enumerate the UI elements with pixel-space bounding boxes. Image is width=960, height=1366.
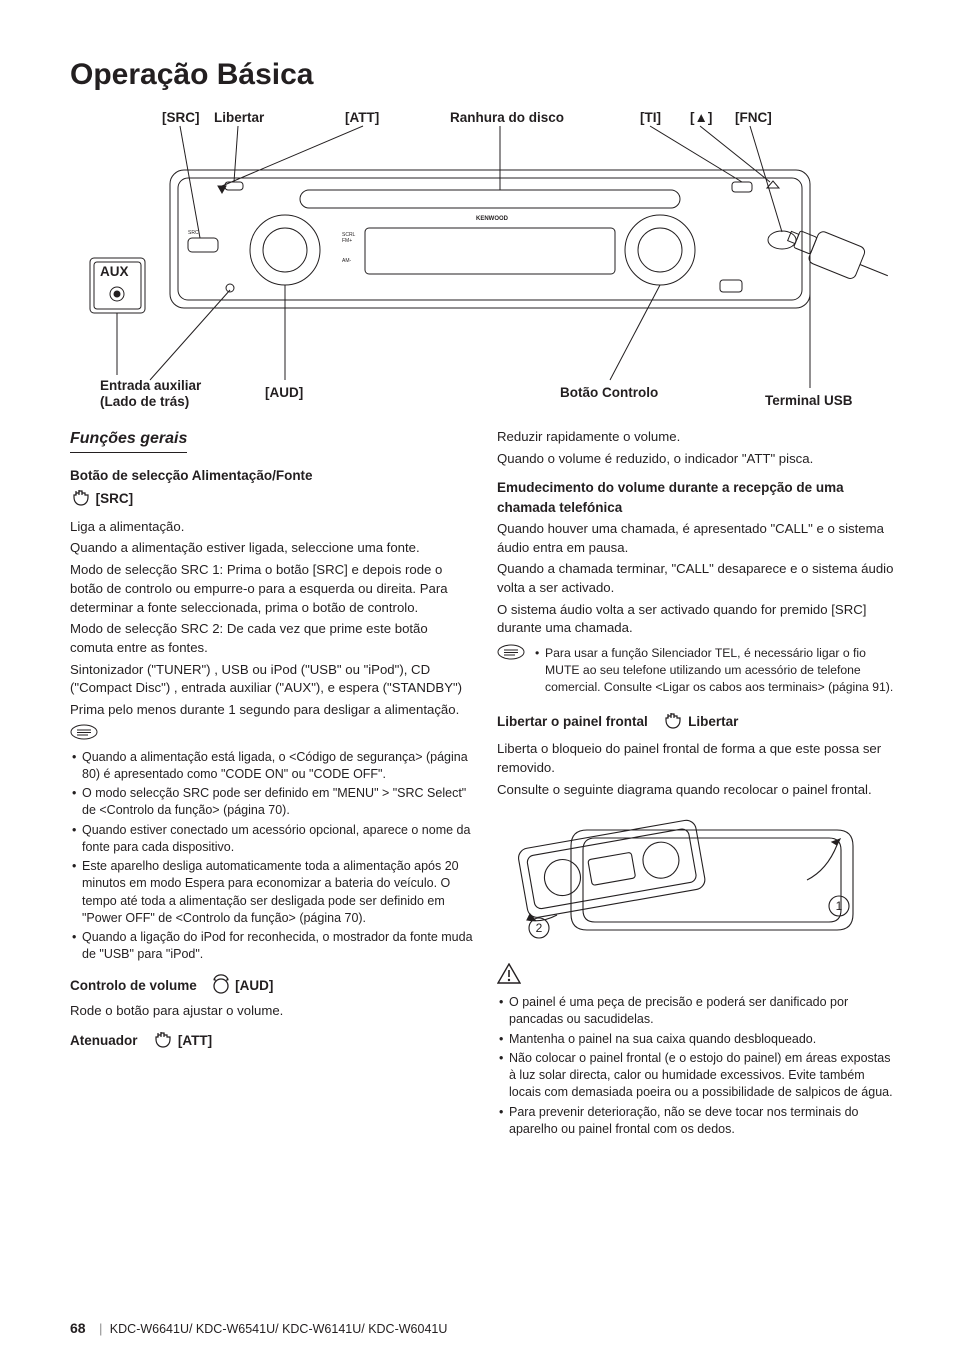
warn-item: Para prevenir deterioração, não se deve … (497, 1104, 900, 1139)
btn-att: [ATT] (178, 1033, 212, 1048)
para-sint: Sintonizador ("TUNER") , USB ou iPod ("U… (70, 661, 473, 698)
left-column: Funções gerais Botão de selecção Aliment… (70, 428, 473, 1140)
note-item: O modo selecção SRC pode ser definido em… (70, 785, 473, 820)
note-icon (70, 724, 473, 746)
svg-text:SRC: SRC (188, 230, 199, 236)
subhead-atenuador: Atenuador (70, 1033, 138, 1048)
para-src1: Modo de selecção SRC 1: Prima o botão [S… (70, 561, 473, 617)
subhead-libertar: Libertar o painel frontal (497, 714, 648, 729)
footer-separator: | (99, 1322, 102, 1336)
note-tel-list: Para usar a função Silenciador TEL, é ne… (533, 645, 900, 695)
para-call-end: Quando a chamada terminar, "CALL" desapa… (497, 560, 900, 597)
subhead-volume: Controlo de volume (70, 978, 197, 993)
btn-libertar: Libertar (688, 714, 738, 729)
right-column: Reduzir rapidamente o volume. Quando o v… (497, 428, 900, 1140)
btn-aud: [AUD] (235, 978, 273, 993)
car-stereo-illustration: SRC SCRL FM+ AM- KENWOOD (70, 110, 890, 410)
note-item: Para usar a função Silenciador TEL, é ne… (533, 645, 900, 695)
footer-models: KDC-W6641U/ KDC-W6541U/ KDC-W6141U/ KDC-… (110, 1322, 448, 1336)
press-icon (662, 710, 684, 738)
notes-list: Quando a alimentação está ligada, o <Cód… (70, 749, 473, 964)
note-item: Quando estiver conectado um acessório op… (70, 822, 473, 857)
device-diagram: [SRC] Libertar [ATT] Ranhura do disco [T… (70, 110, 890, 410)
subhead-emudecimento: Emudecimento do volume durante a recepçã… (497, 478, 900, 516)
page-title: Operação Básica (70, 58, 900, 92)
svg-text:1: 1 (836, 899, 843, 913)
para-liberta: Liberta o bloqueio do painel frontal de … (497, 740, 900, 777)
svg-text:KENWOOD: KENWOOD (476, 216, 509, 222)
svg-text:2: 2 (536, 921, 543, 935)
warning-list: O painel é uma peça de precisão e poderá… (497, 994, 900, 1138)
para-src-call: O sistema áudio volta a ser activado qua… (497, 601, 900, 638)
note-item: Quando a ligação do iPod for reconhecida… (70, 929, 473, 964)
note-item: Este aparelho desliga automaticamente to… (70, 858, 473, 927)
para-reduzir: Reduzir rapidamente o volume. (497, 428, 900, 447)
press-icon (152, 1029, 174, 1057)
para-rode: Rode o botão para ajustar o volume. (70, 1002, 473, 1021)
page-footer: 68 | KDC-W6641U/ KDC-W6541U/ KDC-W6141U/… (70, 1320, 447, 1336)
page-number: 68 (70, 1320, 86, 1336)
knob-icon (211, 974, 231, 1000)
para-consulte: Consulte o seguinte diagrama quando reco… (497, 781, 900, 800)
note-icon (497, 644, 525, 666)
warn-item: Não colocar o painel frontal (e o estojo… (497, 1050, 900, 1102)
para-att-pisca: Quando o volume é reduzido, o indicador … (497, 450, 900, 469)
para-src2: Modo de selecção SRC 2: De cada vez que … (70, 620, 473, 657)
warn-item: Mantenha o painel na sua caixa quando de… (497, 1031, 900, 1048)
press-icon (70, 487, 92, 515)
para-call: Quando houver uma chamada, é apresentado… (497, 520, 900, 557)
svg-text:FM+: FM+ (342, 238, 352, 244)
section-head-funcoes: Funções gerais (70, 428, 187, 453)
panel-remove-illustration: 1 2 (497, 810, 877, 950)
note-item: Quando a alimentação está ligada, o <Cód… (70, 749, 473, 784)
warn-item: O painel é uma peça de precisão e poderá… (497, 994, 900, 1029)
para-liga: Liga a alimentação. (70, 518, 473, 537)
para-quando: Quando a alimentação estiver ligada, sel… (70, 539, 473, 558)
subhead-power: Botão de selecção Alimentação/Fonte (70, 466, 473, 485)
para-desligar: Prima pelo menos durante 1 segundo para … (70, 701, 473, 720)
btn-src: [SRC] (96, 491, 134, 506)
warning-icon (497, 963, 900, 991)
svg-text:AM-: AM- (342, 258, 352, 264)
